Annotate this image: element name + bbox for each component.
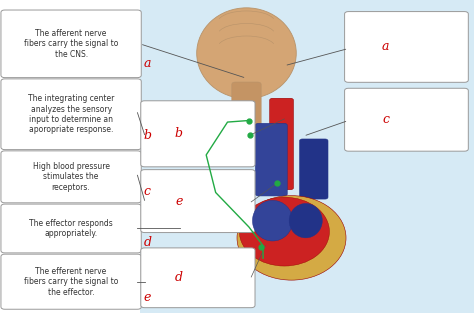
- Ellipse shape: [252, 200, 292, 241]
- FancyBboxPatch shape: [345, 12, 468, 82]
- Text: b: b: [175, 127, 182, 140]
- Text: a: a: [144, 57, 151, 70]
- FancyBboxPatch shape: [1, 204, 141, 253]
- FancyBboxPatch shape: [141, 248, 255, 308]
- Ellipse shape: [197, 8, 296, 99]
- FancyBboxPatch shape: [300, 139, 328, 199]
- FancyBboxPatch shape: [1, 10, 141, 78]
- Text: b: b: [144, 129, 152, 142]
- FancyBboxPatch shape: [232, 82, 261, 128]
- Ellipse shape: [239, 197, 329, 266]
- FancyBboxPatch shape: [141, 170, 255, 233]
- Text: a: a: [382, 40, 389, 54]
- FancyBboxPatch shape: [270, 98, 293, 190]
- FancyBboxPatch shape: [345, 88, 468, 151]
- Text: e: e: [175, 195, 182, 208]
- FancyBboxPatch shape: [140, 0, 474, 313]
- Text: The efferent nerve
fibers carry the signal to
the effector.: The efferent nerve fibers carry the sign…: [24, 267, 119, 297]
- Text: The effector responds
appropriately.: The effector responds appropriately.: [29, 219, 113, 238]
- FancyBboxPatch shape: [1, 151, 141, 203]
- FancyBboxPatch shape: [141, 101, 255, 167]
- FancyBboxPatch shape: [255, 123, 287, 196]
- Text: c: c: [144, 185, 151, 198]
- Ellipse shape: [289, 203, 322, 238]
- FancyBboxPatch shape: [1, 79, 141, 150]
- Text: d: d: [175, 271, 182, 284]
- Text: c: c: [382, 113, 389, 126]
- Ellipse shape: [237, 196, 346, 280]
- Text: d: d: [144, 236, 152, 249]
- FancyBboxPatch shape: [1, 254, 141, 309]
- Text: The integrating center
analyzes the sensory
input to determine an
aporopriate re: The integrating center analyzes the sens…: [28, 94, 114, 134]
- Text: The afferent nerve
fibers carry the signal to
the CNS.: The afferent nerve fibers carry the sign…: [24, 29, 119, 59]
- Text: High blood pressure
stimulates the
receptors.: High blood pressure stimulates the recep…: [33, 162, 109, 192]
- Text: e: e: [144, 291, 151, 304]
